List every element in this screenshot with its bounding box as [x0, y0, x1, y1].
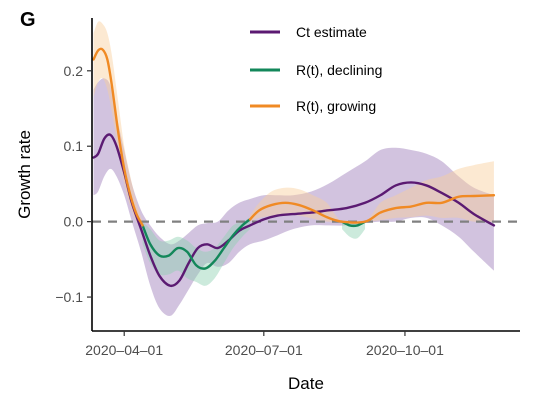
r-t-growing-line-1	[92, 47, 144, 227]
y-tick-label: 0.1	[64, 138, 84, 154]
y-axis-title: Growth rate	[15, 130, 34, 219]
r-t-declining-line-1	[141, 218, 252, 270]
legend-label-r-t-growing: R(t), growing	[296, 98, 376, 114]
x-tick-label: 2020–10–01	[366, 342, 444, 358]
x-tick-label: 2020–07–01	[225, 342, 303, 358]
r-t-growing-line-2	[248, 194, 496, 224]
y-tick-label: −0.1	[55, 289, 83, 305]
legend-label-ct-estimate: Ct estimate	[296, 24, 367, 40]
y-tick-label: 0.2	[64, 63, 84, 79]
confidence-bands	[93, 21, 494, 316]
x-axis-title: Date	[288, 374, 324, 393]
r-t-declining-line-2	[340, 220, 367, 228]
x-tick-label: 2020–04–01	[85, 342, 163, 358]
axes: −0.1 0.0 0.1 0.2 2020–04–01 2020–07–01 2020–10…	[55, 18, 520, 358]
legend: Ct estimate R(t), declining R(t), growing	[250, 24, 382, 114]
y-tick-label: 0.0	[64, 214, 84, 230]
ct-estimate-band-1	[93, 78, 494, 316]
series-lines	[92, 47, 496, 288]
legend-label-r-t-declining: R(t), declining	[296, 62, 382, 78]
panel-label: G	[20, 9, 36, 31]
